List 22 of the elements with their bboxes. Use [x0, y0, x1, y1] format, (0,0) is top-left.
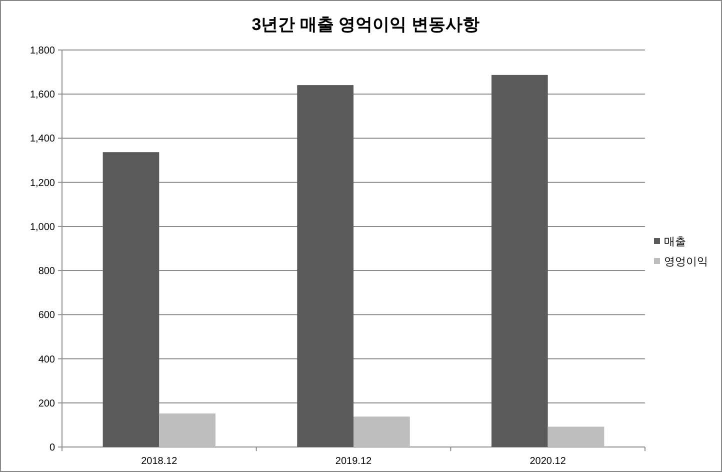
y-tick-label: 400	[38, 354, 56, 366]
y-tick-label: 1,800	[30, 46, 56, 56]
x-tick-label: 2020.12	[530, 456, 566, 467]
chart-title: 3년간 매출 영억이익 변동사항	[252, 15, 480, 34]
y-tick-label: 1,200	[30, 178, 56, 189]
bar	[159, 413, 216, 447]
y-tick-label: 0	[49, 442, 56, 454]
legend-label: 영엉이익	[664, 256, 708, 268]
y-tick-label: 1,600	[30, 90, 56, 101]
bar	[354, 416, 410, 447]
y-tick-label: 1,000	[30, 222, 56, 233]
y-tick-label: 800	[38, 266, 56, 278]
bar	[297, 85, 354, 447]
bar	[491, 74, 548, 447]
x-tick-label: 2018.12	[141, 456, 178, 467]
legend-label: 매출	[664, 236, 686, 248]
y-tick-label: 600	[38, 310, 56, 322]
y-tick-label: 1,400	[30, 134, 56, 145]
bar	[548, 426, 604, 447]
y-tick-label: 200	[38, 398, 56, 410]
x-tick-label: 2019.12	[335, 456, 372, 467]
bar	[102, 152, 160, 447]
